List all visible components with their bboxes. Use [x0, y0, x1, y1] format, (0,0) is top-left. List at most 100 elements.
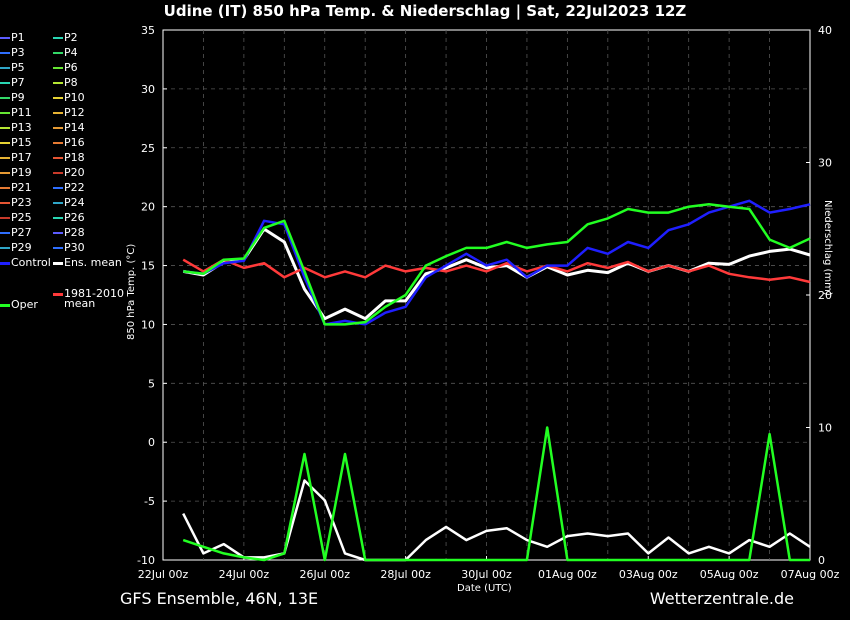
y-tick-label-right: 0: [818, 554, 825, 567]
legend-label: Oper: [11, 298, 38, 311]
series-line-oper: [183, 203, 811, 326]
y-tick-label-left: 5: [148, 377, 155, 390]
series-line-1981-2010-mean: [182, 258, 811, 284]
y-tick-label-left: 25: [141, 142, 155, 155]
legend-item-p25: P25: [0, 212, 32, 224]
legend-swatch: [0, 247, 10, 249]
legend-item-p13: P13: [0, 122, 32, 134]
legend-label: P25: [11, 211, 32, 224]
legend-swatch: [53, 157, 63, 159]
y-tick-label-left: 35: [141, 24, 155, 37]
legend-swatch: [0, 52, 10, 54]
x-tick-label: 03Aug 00z: [619, 568, 678, 581]
legend-swatch: [53, 97, 63, 99]
legend-label: Control: [11, 256, 51, 269]
legend-label: P29: [11, 241, 32, 254]
y-tick-label-left: 10: [141, 318, 155, 331]
legend-label: P11: [11, 106, 32, 119]
legend-item-p26: P26: [53, 212, 85, 224]
legend-item-p17: P17: [0, 152, 32, 164]
legend-label: Ens. mean: [64, 256, 122, 269]
legend-item-p4: P4: [53, 47, 78, 59]
legend-swatch: [0, 127, 10, 129]
legend-label: P17: [11, 151, 32, 164]
legend-item-p8: P8: [53, 77, 78, 89]
legend-label: P3: [11, 46, 25, 59]
legend-swatch: [53, 247, 63, 249]
legend-swatch: [53, 172, 63, 174]
legend-swatch: [0, 37, 10, 39]
legend-swatch: [53, 37, 63, 39]
legend-label: P16: [64, 136, 85, 149]
legend-label: P23: [11, 196, 32, 209]
legend-item-p22: P22: [53, 182, 85, 194]
legend-item-p5: P5: [0, 62, 25, 74]
legend-swatch: [0, 97, 10, 99]
legend-item-p7: P7: [0, 77, 25, 89]
legend-swatch: [53, 261, 63, 265]
x-tick-label: 26Jul 00z: [299, 568, 350, 581]
legend-swatch: [0, 157, 10, 159]
legend-label: P6: [64, 61, 78, 74]
legend-label: 1981-2010: [64, 287, 124, 300]
legend-label: P2: [64, 31, 78, 44]
legend-item-p10: P10: [53, 92, 85, 104]
precip-line-oper: [182, 426, 810, 562]
legend-label-climate-mean-line2: mean: [64, 297, 96, 310]
legend-swatch: [53, 187, 63, 189]
legend-item-p21: P21: [0, 182, 32, 194]
legend-label: P18: [64, 151, 85, 164]
legend-swatch: [53, 112, 63, 114]
legend-label: P19: [11, 166, 32, 179]
legend-item-p28: P28: [53, 227, 85, 239]
legend-label: P1: [11, 31, 25, 44]
x-tick-label: 24Jul 00z: [219, 568, 270, 581]
x-tick-label: 07Aug 00z: [781, 568, 840, 581]
x-tick-label: 05Aug 00z: [700, 568, 759, 581]
y-tick-label-left: 0: [148, 436, 155, 449]
legend-item-p14: P14: [53, 122, 85, 134]
legend-label: P9: [11, 91, 25, 104]
x-tick-label: 28Jul 00z: [380, 568, 431, 581]
legend-swatch: [53, 142, 63, 144]
legend-item-p27: P27: [0, 227, 32, 239]
legend-swatch: [53, 82, 63, 84]
legend-swatch: [53, 217, 63, 219]
legend-item-control: Control: [0, 257, 51, 269]
legend-item-p30: P30: [53, 242, 85, 254]
y-tick-label-left: 30: [141, 83, 155, 96]
legend-swatch: [53, 67, 63, 69]
legend-swatch: [0, 202, 10, 204]
legend-item-p20: P20: [53, 167, 85, 179]
legend-label: P5: [11, 61, 25, 74]
legend-label: P24: [64, 196, 85, 209]
y-tick-label-right: 10: [818, 422, 832, 435]
legend-item-p1: P1: [0, 32, 25, 44]
series-line-control: [183, 199, 811, 326]
y-tick-label-left: -10: [137, 554, 155, 567]
legend-item-p18: P18: [53, 152, 85, 164]
legend-item-ens-mean: Ens. mean: [53, 257, 122, 269]
legend-swatch: [0, 142, 10, 144]
legend-item-p19: P19: [0, 167, 32, 179]
precip-line-ens-mean: [182, 479, 811, 562]
legend-item-climate-mean: 1981-2010: [53, 288, 124, 300]
legend-swatch: [0, 303, 10, 307]
legend-label: P13: [11, 121, 32, 134]
legend-item-p6: P6: [53, 62, 78, 74]
legend-item-p29: P29: [0, 242, 32, 254]
legend-item-p15: P15: [0, 137, 32, 149]
legend-item-p11: P11: [0, 107, 32, 119]
x-tick-label: 01Aug 00z: [538, 568, 597, 581]
legend-label: P15: [11, 136, 32, 149]
legend-item-p9: P9: [0, 92, 25, 104]
legend-label: P12: [64, 106, 85, 119]
legend-swatch: [53, 202, 63, 204]
legend-swatch: [0, 67, 10, 69]
legend-label: P30: [64, 241, 85, 254]
legend-swatch: [0, 112, 10, 114]
y-tick-label-right: 30: [818, 157, 832, 170]
x-tick-label: 22Jul 00z: [138, 568, 189, 581]
legend-item-p24: P24: [53, 197, 85, 209]
